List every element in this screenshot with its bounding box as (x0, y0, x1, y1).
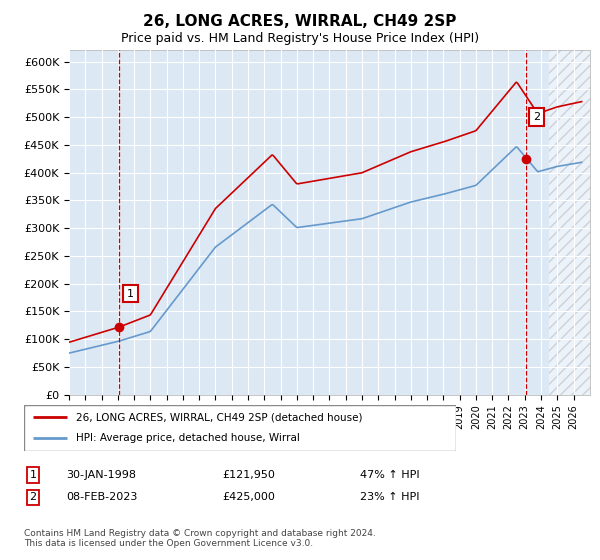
Text: 1: 1 (127, 288, 134, 298)
Text: Contains HM Land Registry data © Crown copyright and database right 2024.
This d: Contains HM Land Registry data © Crown c… (24, 529, 376, 548)
Text: £121,950: £121,950 (222, 470, 275, 480)
Text: Price paid vs. HM Land Registry's House Price Index (HPI): Price paid vs. HM Land Registry's House … (121, 32, 479, 45)
Text: £425,000: £425,000 (222, 492, 275, 502)
Text: 30-JAN-1998: 30-JAN-1998 (66, 470, 136, 480)
Text: 08-FEB-2023: 08-FEB-2023 (66, 492, 137, 502)
Text: 23% ↑ HPI: 23% ↑ HPI (360, 492, 419, 502)
Text: 2: 2 (533, 112, 540, 122)
Text: 2: 2 (29, 492, 37, 502)
Text: 26, LONG ACRES, WIRRAL, CH49 2SP: 26, LONG ACRES, WIRRAL, CH49 2SP (143, 14, 457, 29)
Text: 1: 1 (29, 470, 37, 480)
Text: 26, LONG ACRES, WIRRAL, CH49 2SP (detached house): 26, LONG ACRES, WIRRAL, CH49 2SP (detach… (76, 412, 362, 422)
Text: HPI: Average price, detached house, Wirral: HPI: Average price, detached house, Wirr… (76, 433, 300, 444)
FancyBboxPatch shape (24, 405, 456, 451)
Bar (549, 50, 590, 395)
Text: 47% ↑ HPI: 47% ↑ HPI (360, 470, 419, 480)
